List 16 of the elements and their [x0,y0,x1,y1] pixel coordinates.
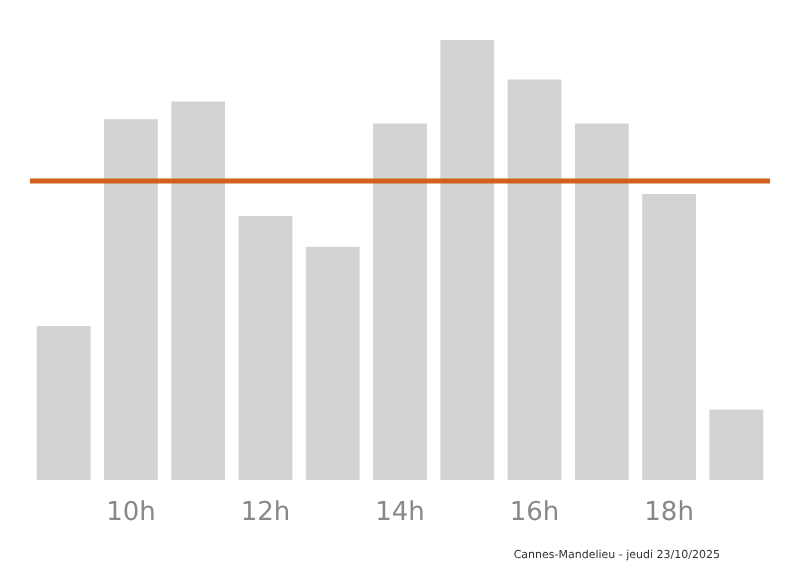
bar [440,40,495,480]
bar [373,123,427,480]
x-tick-label: 18h [644,498,694,528]
bar [642,194,696,480]
bar [36,326,91,480]
x-tick-label: 10h [106,498,156,528]
bar [238,216,293,480]
bar [305,246,360,480]
bar [574,123,629,480]
bar [171,101,226,480]
x-tick-label: 16h [509,498,560,528]
bar [709,409,764,480]
x-tick-label: 14h [375,498,425,528]
bar [104,119,158,480]
x-tick-label: 12h [240,498,291,528]
bar [507,79,562,480]
